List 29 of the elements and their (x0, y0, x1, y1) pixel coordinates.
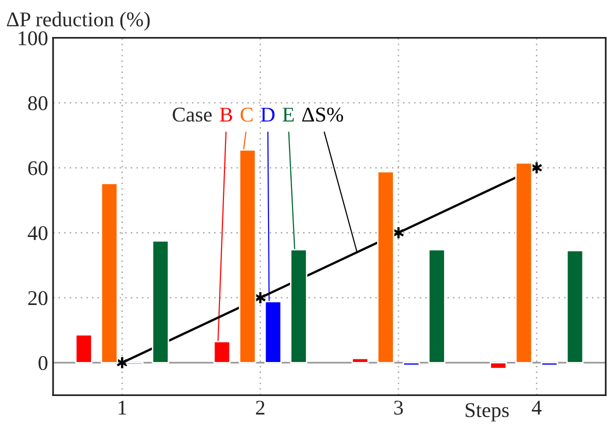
y-tick-label: 0 (38, 356, 48, 370)
y-tick-label: 100 (18, 31, 48, 46)
text: E (282, 108, 294, 122)
text: D (260, 108, 274, 122)
legend-title: Case (172, 108, 212, 122)
bar (377, 170, 394, 364)
x-tick-label: 2 (256, 400, 264, 414)
series-label: C (240, 108, 253, 122)
bar (100, 182, 118, 364)
bar (352, 358, 369, 364)
bar (428, 248, 446, 364)
bar (490, 362, 507, 370)
text: B (220, 108, 232, 122)
bar (566, 250, 584, 364)
bar (75, 334, 92, 364)
y-tick-label: 80 (28, 96, 48, 110)
x-tick-label: 1 (118, 400, 126, 414)
x-axis-title: Steps (466, 403, 509, 422)
x-tick-label: 4 (532, 400, 542, 414)
y-tick-label: 20 (28, 291, 48, 306)
y-tick-label: 60 (28, 161, 48, 176)
bar (515, 162, 533, 364)
y-tick-label: 40 (28, 226, 48, 240)
bar (152, 240, 170, 364)
text: ΔS% (302, 108, 344, 122)
bar (540, 362, 558, 366)
x-tick-label: 3 (394, 400, 403, 415)
y-axis-title: ΔP reduction (%) (6, 12, 150, 31)
bar (402, 362, 420, 366)
